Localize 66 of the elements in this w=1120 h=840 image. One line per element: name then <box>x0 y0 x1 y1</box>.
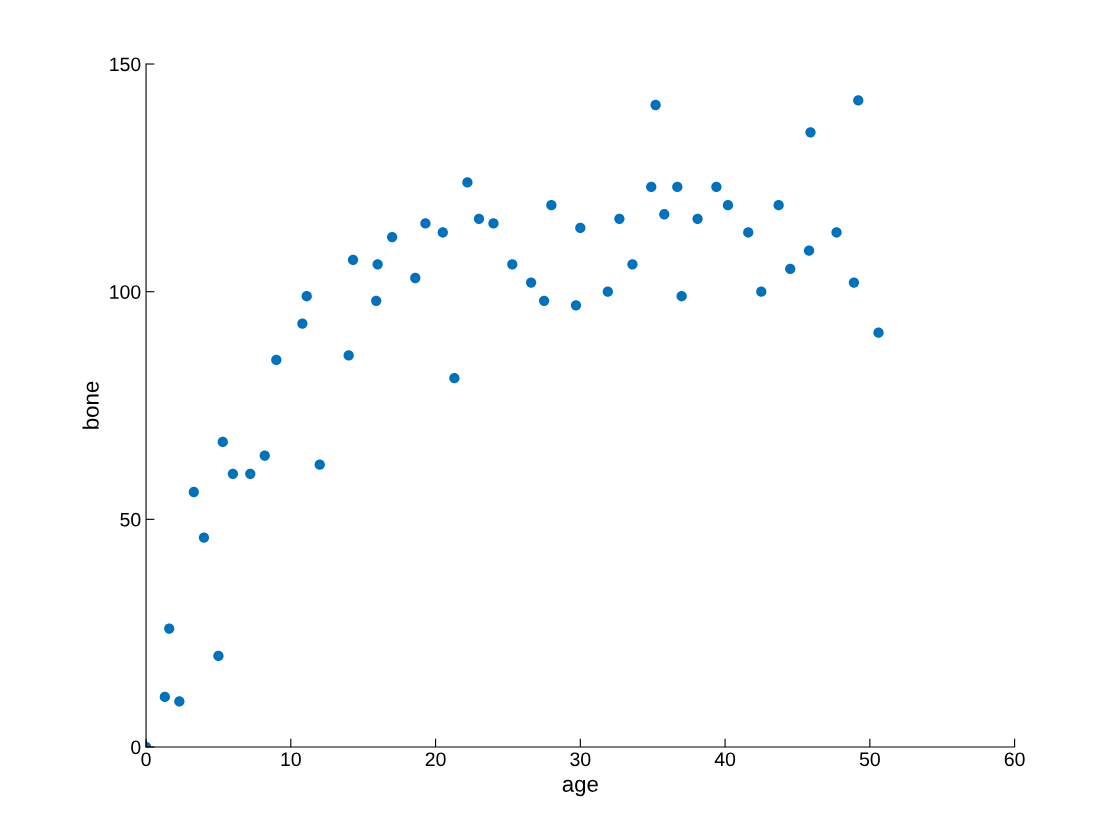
point <box>488 218 499 229</box>
point <box>803 245 815 256</box>
point <box>386 231 398 243</box>
x-tick-label: 10 <box>281 752 301 767</box>
point <box>371 295 382 306</box>
point <box>538 295 550 306</box>
point <box>848 277 860 288</box>
point <box>743 227 754 238</box>
point <box>785 263 796 275</box>
point <box>301 291 312 302</box>
y-tick-label: 0 <box>131 740 141 755</box>
point <box>437 227 448 238</box>
point <box>420 218 431 229</box>
point <box>722 200 734 211</box>
y-tick-label: 100 <box>110 285 141 299</box>
y-tick-label: 150 <box>110 57 141 72</box>
point <box>314 459 325 470</box>
point <box>159 691 171 703</box>
point <box>297 318 308 329</box>
point <box>659 209 670 220</box>
point <box>805 127 816 138</box>
point <box>525 277 537 288</box>
point <box>831 227 842 238</box>
point <box>259 450 270 461</box>
x-tick-label: 20 <box>425 752 446 767</box>
y-axis-title: bone <box>82 381 99 429</box>
point <box>711 181 722 193</box>
point <box>188 486 199 498</box>
point <box>646 181 657 193</box>
point <box>602 286 613 297</box>
point <box>676 291 687 302</box>
point <box>213 650 224 662</box>
point <box>347 254 359 265</box>
point <box>343 350 354 361</box>
point <box>174 696 185 707</box>
point <box>227 468 239 479</box>
point <box>372 259 383 270</box>
point <box>271 354 282 366</box>
point <box>627 259 638 270</box>
point <box>756 286 767 297</box>
point <box>614 213 625 224</box>
y-tick-label: 50 <box>120 512 141 527</box>
x-axis-title: age <box>562 779 598 797</box>
point <box>164 623 175 634</box>
point <box>692 213 703 224</box>
point <box>217 436 228 448</box>
x-tick-label: 40 <box>714 752 736 767</box>
point <box>507 259 518 270</box>
point <box>773 200 784 211</box>
point <box>650 99 661 111</box>
x-tick-label: 0 <box>141 752 151 767</box>
point <box>449 373 460 384</box>
point <box>873 327 884 338</box>
point <box>546 200 557 211</box>
point <box>853 95 864 106</box>
point <box>575 222 586 234</box>
x-tick-label: 50 <box>859 752 880 767</box>
point <box>672 181 683 193</box>
point <box>570 300 582 311</box>
x-tick-label: 30 <box>570 752 591 767</box>
x-tick-label: 60 <box>1004 752 1025 767</box>
point <box>410 272 421 284</box>
point <box>473 213 485 224</box>
point <box>462 177 473 188</box>
point <box>245 468 256 479</box>
point <box>198 532 210 543</box>
